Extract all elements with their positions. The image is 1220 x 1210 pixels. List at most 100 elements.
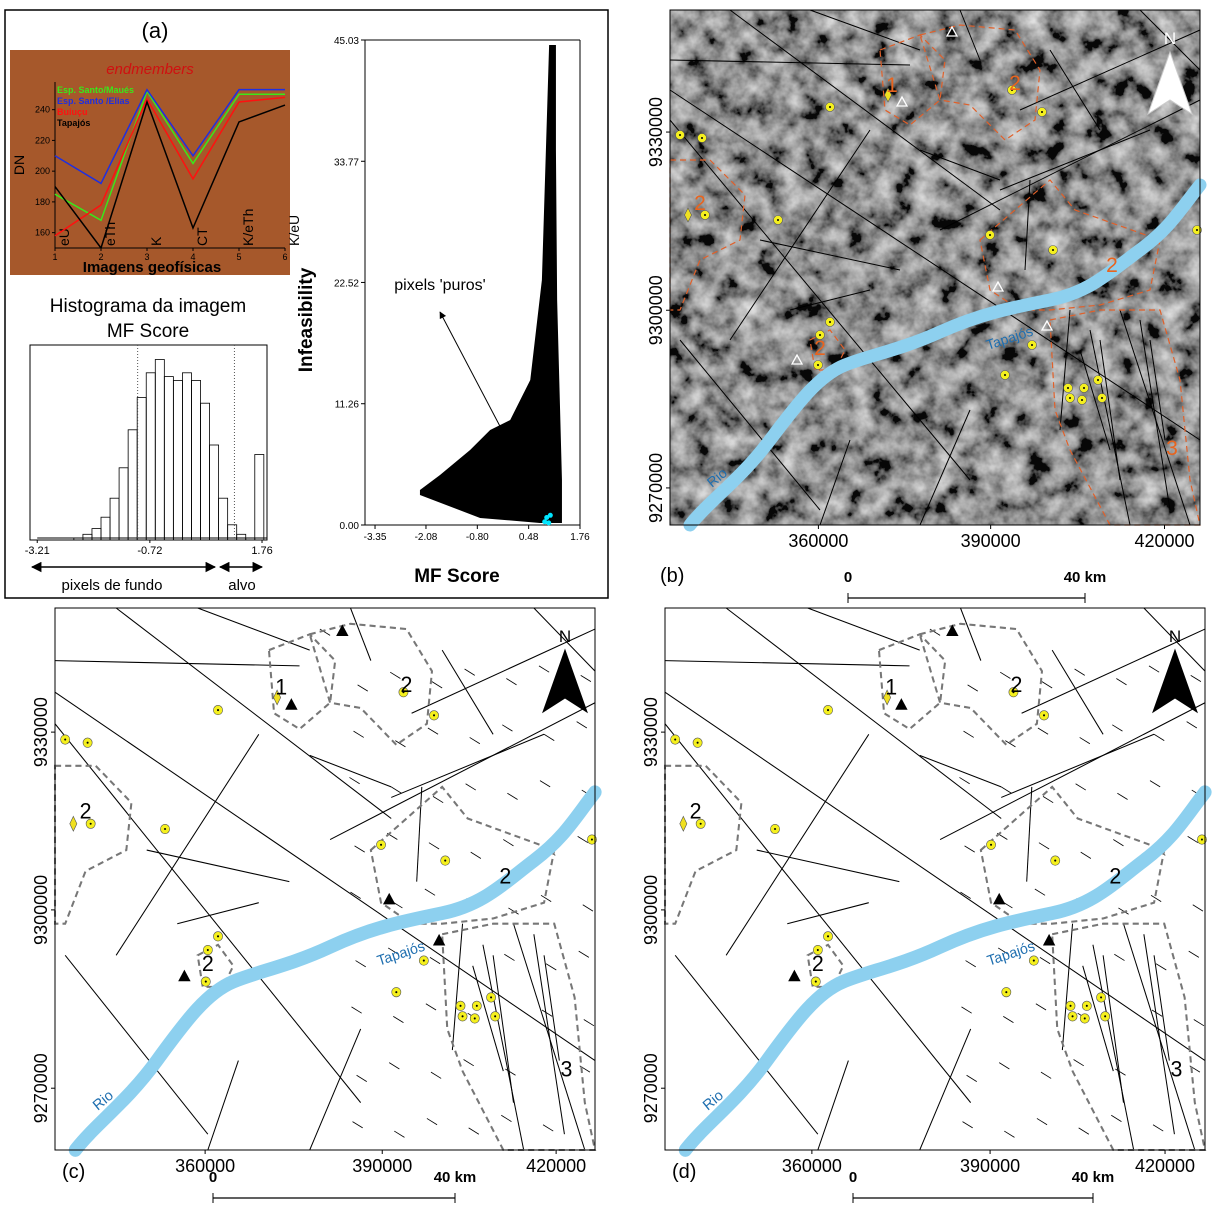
region-label: 2 — [812, 951, 824, 976]
easting-label: 360000 — [782, 1156, 842, 1176]
region-label: 2 — [202, 951, 214, 976]
scale-label: 40 km — [1072, 1169, 1115, 1186]
region-label: 2 — [1011, 672, 1023, 697]
northing-label: 9270000 — [31, 1053, 51, 1123]
sample-site-dot — [819, 334, 821, 336]
y-axis-label: Infeasibility — [296, 267, 317, 372]
plot-frame — [30, 345, 267, 540]
region-label: 2 — [499, 863, 511, 888]
sample-site-dot — [1043, 714, 1045, 716]
region-label: 2 — [80, 798, 92, 823]
y-tick-label: 200 — [35, 166, 50, 176]
region-label: 1 — [885, 674, 897, 699]
sample-site-dot — [87, 742, 89, 744]
sample-site-dot — [474, 1017, 476, 1019]
sample-site-dot — [1083, 387, 1085, 389]
legend-entry: Esp. Santo/Maués — [57, 85, 134, 95]
x-tick-label: -0.72 — [137, 545, 162, 557]
sample-site-dot — [591, 838, 593, 840]
region-label: 2 — [814, 337, 826, 360]
sample-site-dot — [1072, 1015, 1074, 1017]
region-label: 1 — [886, 74, 898, 97]
sample-site-dot — [829, 321, 831, 323]
easting-label: 390000 — [960, 1156, 1020, 1176]
sample-site-dot — [1067, 387, 1069, 389]
point — [548, 513, 553, 518]
sample-site-dot — [444, 860, 446, 862]
map: 122223RioTapajós — [55, 608, 597, 1150]
sample-site-dot — [1086, 1005, 1088, 1007]
y-tick-label: 240 — [35, 105, 50, 115]
x-tick-label: 6 — [282, 252, 287, 262]
region-label: 3 — [561, 1056, 573, 1081]
x-axis-label: Imagens geofísicas — [83, 259, 221, 276]
x-tick-label: 1.76 — [570, 532, 590, 543]
x-tick-label: -3.35 — [364, 532, 387, 543]
region-label: 2 — [694, 192, 706, 215]
sample-site-dot — [205, 981, 207, 983]
easting-label: 360000 — [788, 531, 848, 551]
x-tick-label: 5 — [236, 252, 241, 262]
northing-label: 9330000 — [646, 97, 666, 167]
sample-site-dot — [674, 739, 676, 741]
legend-entry: Esp. Santo /Elias — [57, 96, 130, 106]
region-label: 3 — [1171, 1056, 1183, 1081]
sample-site-dot — [1054, 860, 1056, 862]
sample-site-dot — [990, 844, 992, 846]
legend-entry: Tapajós — [57, 118, 90, 128]
sample-site-dot — [777, 219, 779, 221]
category-label: eTh — [102, 222, 118, 246]
north-label: N — [1169, 627, 1181, 646]
sample-site-dot — [701, 137, 703, 139]
sample-site-dot — [217, 709, 219, 711]
northing-label: 9300000 — [646, 275, 666, 345]
panel-label: (b) — [660, 565, 684, 587]
annotation: pixels de fundo — [62, 577, 163, 594]
sample-site-dot — [217, 935, 219, 937]
sample-site-dot — [1201, 838, 1203, 840]
easting-label: 390000 — [961, 531, 1021, 551]
category-label: CT — [194, 227, 210, 246]
northing-label: 9300000 — [641, 875, 661, 945]
map: 122223RioTapajós — [670, 10, 1202, 525]
region-label: 2 — [1106, 254, 1118, 277]
sample-site-dot — [817, 364, 819, 366]
panel-label: (c) — [62, 1161, 85, 1183]
category-label: K — [148, 236, 164, 246]
sample-site-dot — [1101, 397, 1103, 399]
category-label: eU — [56, 228, 72, 246]
y-tick-label: 160 — [35, 228, 50, 238]
x-tick-label: 0.48 — [519, 532, 539, 543]
annotation: pixels 'puros' — [394, 277, 485, 294]
chart-title: endmembers — [106, 61, 194, 78]
region-label: 3 — [1166, 437, 1178, 460]
panel-label: (a) — [142, 18, 169, 43]
panel-label: (d) — [672, 1161, 696, 1183]
region-label: 2 — [1009, 72, 1021, 95]
annotation: alvo — [228, 577, 256, 594]
region-label: 2 — [1109, 863, 1121, 888]
easting-label: 390000 — [352, 1156, 412, 1176]
category-label: K/eU — [286, 215, 302, 246]
category-label: K/eTh — [240, 209, 256, 246]
point — [546, 520, 551, 525]
sample-site-dot — [1097, 379, 1099, 381]
region-label: 2 — [401, 672, 413, 697]
y-tick-label: 220 — [35, 135, 50, 145]
figure: (a) (b) (c) (d) endmembers16018020022024… — [0, 0, 1220, 1210]
northing-label: 9270000 — [646, 453, 666, 523]
sample-site-dot — [827, 709, 829, 711]
x-tick-label: -0.80 — [466, 532, 489, 543]
sample-site-dot — [1084, 1017, 1086, 1019]
sample-site-dot — [462, 1015, 464, 1017]
sample-site-dot — [829, 106, 831, 108]
sample-site-dot — [433, 714, 435, 716]
x-tick-label: -2.08 — [415, 532, 438, 543]
legend-entry: Buiuçu — [57, 107, 88, 117]
sample-site-dot — [1069, 1005, 1071, 1007]
sample-site-dot — [1052, 249, 1054, 251]
northing-label: 9330000 — [641, 697, 661, 767]
sample-site-dot — [494, 1015, 496, 1017]
page: { "figure": {"panels": ["(a)", "(b)", "(… — [0, 0, 1220, 1210]
